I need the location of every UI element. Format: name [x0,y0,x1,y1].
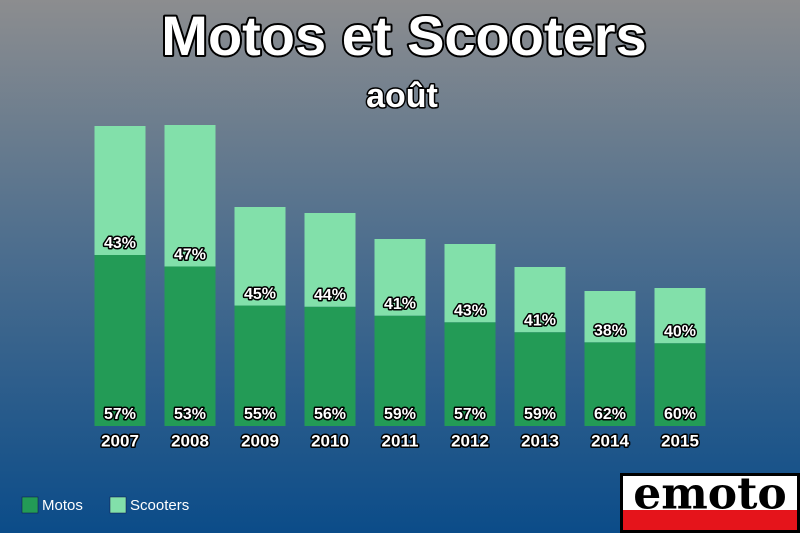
bar-segment [94,126,146,255]
bar-segment [234,207,286,306]
data-label: 43% [104,235,136,252]
bar-segment [584,291,636,343]
data-label: 60% [664,406,696,423]
bar-segment [374,315,426,426]
data-label: 41% [384,296,416,313]
x-tick-label: 2014 [591,431,629,450]
data-label: 38% [594,323,626,340]
x-tick-label: 2015 [661,431,699,450]
bar-segment [584,342,636,426]
x-tick-label: 2009 [241,431,279,450]
data-label: 59% [384,406,416,423]
logo-top [623,476,797,510]
legend-swatch [109,496,127,514]
percent-sign: % [542,312,556,329]
percent-sign: % [472,406,486,423]
percent-sign: % [612,323,626,340]
percent-sign: % [262,286,276,303]
data-label: 43% [454,302,486,319]
percent-sign: % [472,302,486,319]
bar-segment [304,306,356,426]
bar-segment [654,343,706,426]
percent-sign: % [542,406,556,423]
percent-sign: % [682,406,696,423]
bar-segment [94,255,146,426]
bar-segment [234,305,286,426]
legend-label: Motos [42,497,83,514]
x-tick-label: 2008 [171,431,209,450]
percent-sign: % [122,235,136,252]
x-tick-label: 2012 [451,431,489,450]
logo-text: emoto [633,469,787,520]
x-tick-label: 2010 [311,431,349,450]
data-label: 55% [244,406,276,423]
percent-sign: % [192,406,206,423]
bar-segment [374,239,426,316]
legend-label: Scooters [130,497,189,514]
data-label: 40% [664,323,696,340]
x-tick-label: 2011 [382,431,419,450]
bar-segment [654,288,706,344]
bar-segment [514,332,566,426]
data-label: 44% [314,287,346,304]
logo-bottom [623,510,797,530]
chart-title: Motos et Scooters [161,4,646,67]
data-label: 57% [454,406,486,423]
percent-sign: % [332,287,346,304]
percent-sign: % [122,406,136,423]
data-label: 56% [314,406,346,423]
logo: emoto [620,469,800,533]
percent-sign: % [612,406,626,423]
data-label: 62% [594,406,626,423]
percent-sign: % [682,323,696,340]
x-tick-label: 2007 [101,431,139,450]
bar-segment [164,266,216,426]
data-label: 41% [524,312,556,329]
percent-sign: % [332,406,346,423]
percent-sign: % [192,247,206,264]
data-label: 59% [524,406,556,423]
bar-segment [444,322,496,426]
percent-sign: % [402,296,416,313]
percent-sign: % [262,406,276,423]
legend-swatch [21,496,39,514]
bar-segment [304,213,356,307]
bar-segment [514,267,566,333]
chart-subtitle: août [366,77,438,115]
bar-segment [444,244,496,323]
data-label: 45% [244,286,276,303]
bar-segment [164,125,216,267]
data-label: 53% [174,406,206,423]
x-tick-label: 2013 [521,431,559,450]
percent-sign: % [402,406,416,423]
data-label: 47% [174,247,206,264]
data-label: 57% [104,406,136,423]
